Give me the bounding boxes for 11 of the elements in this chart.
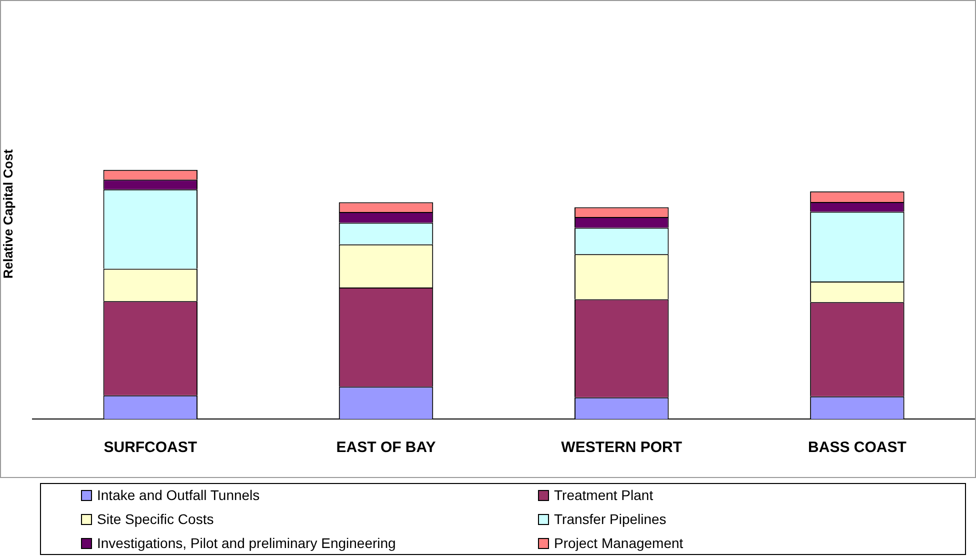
- legend-label: Project Management: [554, 534, 684, 550]
- x-tick-label: EAST OF BAY: [336, 439, 436, 456]
- x-tick-label: SURFCOAST: [104, 439, 198, 456]
- legend-label: Investigations, Pilot and preliminary Engineering: [97, 534, 396, 550]
- legend-label: Site Specific Costs: [97, 510, 214, 526]
- legend-label: Transfer Pipelines: [554, 510, 666, 526]
- x-tick-label: WESTERN PORT: [561, 439, 682, 456]
- legend-label: Intake and Outfall Tunnels: [97, 486, 260, 502]
- legend-label: Treatment Plant: [554, 486, 654, 502]
- y-axis-title: Relative Capital Cost: [0, 148, 16, 279]
- x-tick-label: BASS COAST: [808, 439, 906, 456]
